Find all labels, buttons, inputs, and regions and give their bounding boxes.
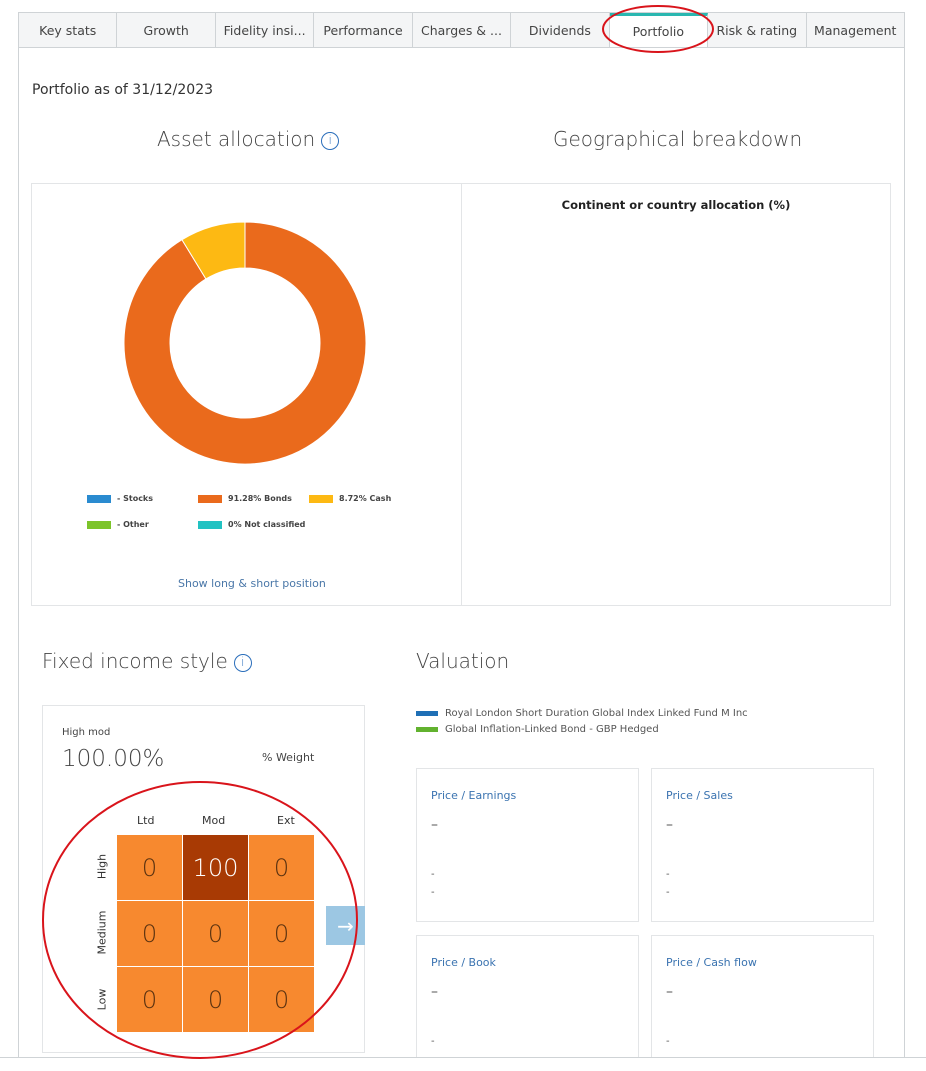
col-mod: Mod [202, 814, 226, 827]
valuation-legend-index: Global Inflation-Linked Bond - GBP Hedge… [416, 724, 659, 735]
geographical-breakdown-title: Geographical breakdown [553, 127, 803, 151]
col-ltd: Ltd [137, 814, 155, 827]
tab-bar: Key stats Growth Fidelity insi... Perfor… [18, 12, 905, 48]
valuation-card-pb: Price / Book – - [416, 935, 639, 1060]
donut-slice-bonds[interactable] [123, 221, 367, 465]
legend-label: - Other [117, 520, 149, 529]
geo-card [461, 183, 891, 606]
asset-allocation-heading: Asset allocation i [157, 127, 340, 151]
valuation-card-pcf: Price / Cash flow – - [651, 935, 874, 1060]
row-low: Low [95, 988, 109, 1011]
tab-charges[interactable]: Charges & ... [413, 13, 512, 47]
content-panel [18, 47, 905, 1057]
fixed-income-heading: Fixed income style i [42, 649, 252, 673]
style-cell: 0 [117, 835, 182, 900]
card-value: – [666, 817, 673, 833]
swatch [87, 494, 111, 503]
legend-bonds: 91.28% Bonds [198, 494, 292, 503]
style-label: High mod [62, 727, 111, 738]
asset-allocation-donut [123, 221, 367, 465]
valuation-legend-fund: Royal London Short Duration Global Index… [416, 708, 748, 719]
legend-label: 91.28% Bonds [228, 494, 292, 503]
card-index-value: - [431, 887, 435, 898]
legend-cash: 8.72% Cash [309, 494, 391, 503]
card-title: Price / Cash flow [666, 956, 757, 969]
card-fund-value: - [666, 869, 670, 880]
swatch [309, 494, 333, 503]
card-title: Price / Book [431, 956, 496, 969]
tab-key-stats[interactable]: Key stats [19, 13, 118, 47]
info-icon[interactable]: i [321, 131, 340, 150]
legend-not-classified: 0% Not classified [198, 520, 305, 529]
legend-label: Global Inflation-Linked Bond - GBP Hedge… [445, 724, 659, 735]
tab-growth[interactable]: Growth [117, 13, 216, 47]
row-high: High [95, 853, 109, 880]
legend-stocks: - Stocks [87, 494, 153, 503]
tab-portfolio[interactable]: Portfolio [609, 13, 709, 47]
swatch [416, 727, 438, 732]
card-fund-value: - [666, 1036, 670, 1047]
card-index-value: - [666, 887, 670, 898]
legend-label: Royal London Short Duration Global Index… [445, 708, 748, 719]
style-cell: 0 [117, 967, 182, 1032]
style-cell-selected: 100 [183, 835, 248, 900]
style-cell: 0 [117, 901, 182, 966]
asset-allocation-title: Asset allocation [157, 127, 316, 151]
tab-fidelity-insights[interactable]: Fidelity insi... [216, 13, 315, 47]
valuation-card-pe: Price / Earnings – - - [416, 768, 639, 922]
card-value: – [431, 817, 438, 833]
fixed-income-title: Fixed income style [42, 649, 228, 673]
arrow-right-button[interactable]: → [326, 906, 365, 945]
valuation-title: Valuation [416, 649, 510, 673]
swatch [416, 711, 438, 716]
legend-label: - Stocks [117, 494, 154, 503]
col-ext: Ext [277, 814, 295, 827]
card-fund-value: - [431, 869, 435, 880]
donut-slice-cash[interactable] [181, 221, 246, 280]
info-icon[interactable]: i [233, 653, 252, 672]
style-cell: 0 [183, 901, 248, 966]
swatch [87, 520, 111, 529]
style-cell: 0 [249, 835, 314, 900]
portfolio-date: Portfolio as of 31/12/2023 [32, 82, 214, 98]
style-cell: 0 [249, 967, 314, 1032]
bottom-edge [0, 1057, 926, 1071]
legend-other: - Other [87, 520, 149, 529]
row-medium: Medium [95, 910, 109, 955]
weight-label: % Weight [262, 751, 315, 764]
style-cell: 0 [249, 901, 314, 966]
valuation-card-ps: Price / Sales – - - [651, 768, 874, 922]
swatch [198, 494, 222, 503]
geo-subtitle: Continent or country allocation (%) [561, 198, 791, 212]
card-title: Price / Sales [666, 789, 733, 802]
card-title: Price / Earnings [431, 789, 517, 802]
show-long-short-link[interactable]: Show long & short position [178, 577, 326, 590]
tab-dividends[interactable]: Dividends [511, 13, 610, 47]
tab-management[interactable]: Management [814, 22, 897, 38]
card-fund-value: - [431, 1036, 435, 1047]
swatch [198, 520, 222, 529]
style-cell: 0 [183, 967, 248, 1032]
weight-value: 100.00% [62, 746, 165, 772]
legend-label: 0% Not classified [228, 520, 306, 529]
legend-label: 8.72% Cash [339, 494, 392, 503]
tab-risk-rating[interactable]: Risk & rating [708, 13, 807, 47]
card-value: – [666, 984, 673, 1000]
tab-performance[interactable]: Performance [314, 13, 413, 47]
card-value: – [431, 984, 438, 1000]
